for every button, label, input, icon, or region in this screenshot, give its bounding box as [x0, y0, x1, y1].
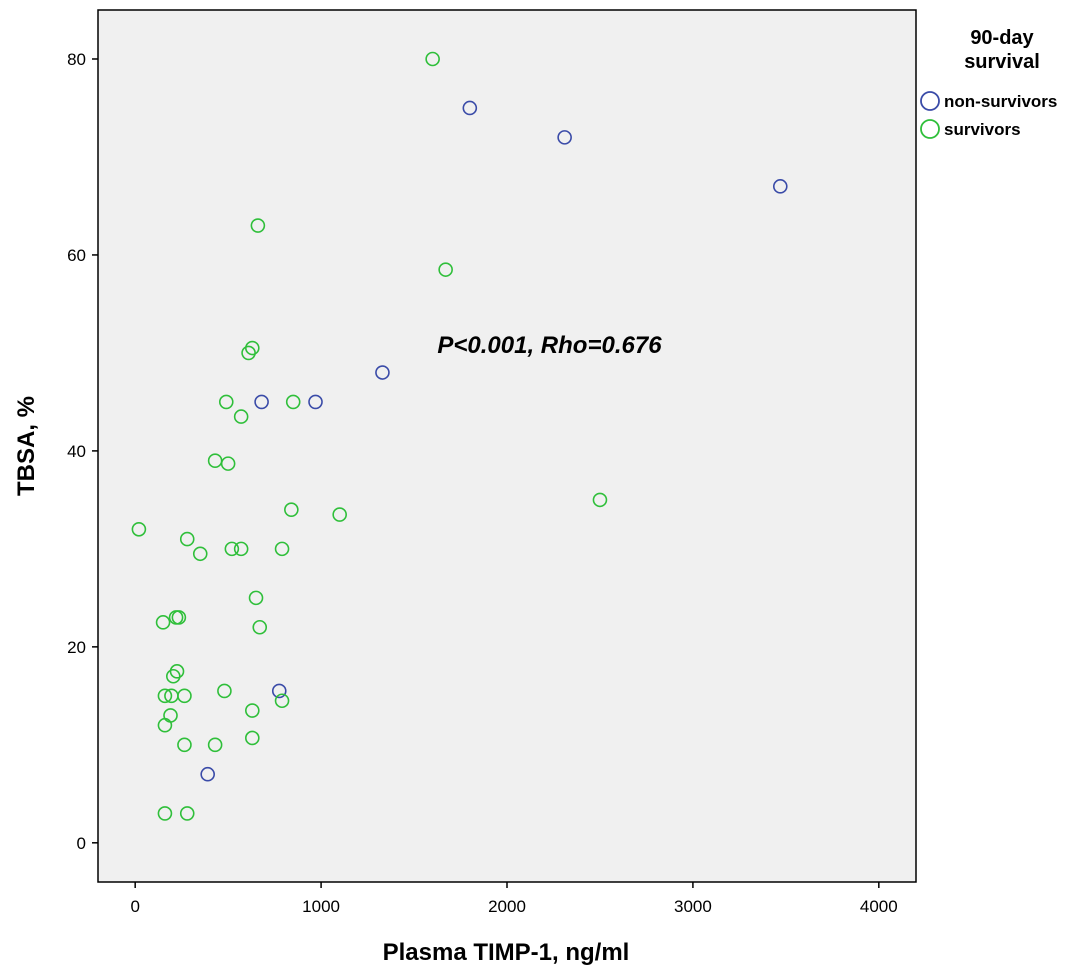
point-non-survivors	[200, 766, 215, 782]
point-survivors	[233, 541, 249, 557]
x-axis: 0 1000 2000 3000 4000	[130, 882, 898, 916]
point-survivors	[250, 218, 266, 233]
legend: 90-day survival non-survivors survivors	[920, 27, 1057, 139]
point-survivors	[274, 693, 290, 709]
plot-area	[97, 9, 917, 883]
y-tick-label: 20	[67, 638, 86, 657]
point-non-survivors	[375, 365, 390, 380]
annotation-text: P<0.001, Rho=0.676	[437, 332, 662, 359]
point-survivors	[245, 703, 260, 718]
data-points	[131, 51, 788, 821]
y-axis-title: TBSA, %	[13, 396, 40, 496]
point-non-survivors	[772, 179, 788, 194]
point-survivors	[248, 590, 264, 606]
y-tick-label: 40	[67, 442, 86, 461]
point-survivors	[218, 394, 234, 410]
x-tick-label: 2000	[488, 897, 526, 916]
point-survivors	[274, 541, 290, 557]
point-survivors	[157, 806, 173, 821]
legend-title-line2: survival	[964, 51, 1040, 73]
x-tick-label: 4000	[860, 897, 898, 916]
point-survivors	[157, 717, 173, 733]
point-survivors	[438, 262, 453, 277]
point-survivors	[245, 340, 260, 356]
point-survivors	[217, 683, 232, 699]
point-non-survivors	[254, 394, 269, 410]
point-survivors	[245, 730, 260, 746]
point-non-survivors	[557, 130, 572, 145]
point-non-survivors	[308, 394, 323, 410]
legend-items: non-survivors survivors	[920, 91, 1057, 139]
point-survivors	[284, 502, 299, 517]
point-survivors	[177, 737, 192, 753]
y-tick-label: 0	[77, 834, 86, 853]
point-survivors	[177, 688, 192, 704]
x-tick-label: 3000	[674, 897, 712, 916]
x-tick-label: 1000	[302, 897, 340, 916]
x-tick-label: 0	[130, 897, 139, 916]
point-survivors	[592, 492, 608, 508]
point-non-survivors	[271, 683, 287, 699]
point-survivors	[155, 615, 171, 630]
point-survivors	[285, 394, 301, 410]
point-survivors	[233, 409, 249, 424]
y-tick-label: 60	[67, 246, 86, 265]
point-survivors	[252, 619, 268, 635]
point-survivors	[220, 456, 236, 471]
point-survivors	[171, 610, 187, 625]
point-survivors	[131, 521, 147, 537]
point-survivors	[179, 806, 195, 821]
point-survivors	[192, 546, 208, 562]
legend-label-survivors: survivors	[944, 120, 1021, 139]
point-non-survivors	[462, 100, 478, 116]
legend-label-non-survivors: non-survivors	[944, 92, 1057, 111]
point-survivors	[169, 664, 185, 679]
point-survivors	[207, 737, 223, 753]
legend-marker-survivors	[920, 119, 940, 139]
point-survivors	[179, 531, 195, 547]
y-axis: 0 20 40 60 80	[67, 50, 98, 853]
point-survivors	[157, 688, 173, 704]
point-survivors	[165, 668, 181, 684]
y-tick-label: 80	[67, 50, 86, 69]
point-survivors	[332, 507, 347, 522]
point-survivors	[425, 51, 440, 67]
legend-marker-non-survivors	[920, 91, 940, 111]
point-survivors	[241, 345, 256, 361]
legend-title-line1: 90-day	[970, 27, 1034, 49]
point-survivors	[224, 541, 240, 557]
x-axis-title: Plasma TIMP-1, ng/ml	[383, 939, 630, 966]
